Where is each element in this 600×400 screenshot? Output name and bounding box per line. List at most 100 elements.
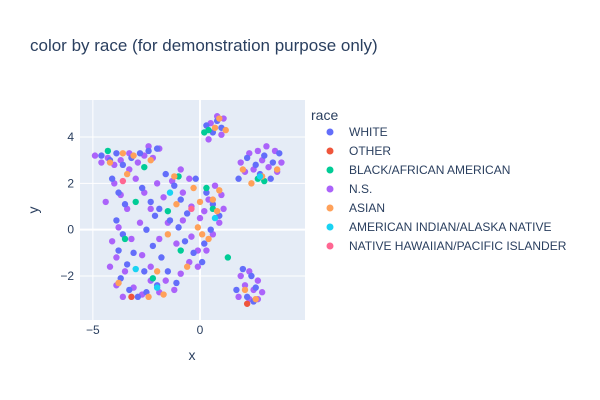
x-axis-label: x bbox=[189, 347, 196, 363]
data-point bbox=[164, 207, 172, 215]
data-point bbox=[108, 238, 116, 245]
legend-label: N.S. bbox=[349, 182, 372, 196]
legend[interactable]: race WHITE OTHER BLACK/AFRICAN AMERICAN N.S… bbox=[311, 107, 567, 253]
data-point bbox=[134, 159, 142, 166]
data-point bbox=[153, 145, 161, 152]
data-point bbox=[201, 207, 208, 215]
data-point bbox=[211, 124, 219, 131]
data-point bbox=[179, 189, 187, 196]
data-point bbox=[179, 217, 187, 224]
data-point bbox=[269, 159, 277, 166]
data-point bbox=[132, 265, 139, 273]
data-point bbox=[91, 152, 99, 159]
data-point bbox=[162, 170, 169, 178]
data-point bbox=[153, 180, 161, 187]
data-point bbox=[258, 289, 266, 296]
data-point bbox=[241, 282, 249, 289]
data-point bbox=[108, 175, 116, 182]
data-point bbox=[201, 240, 208, 247]
data-point bbox=[104, 147, 112, 155]
data-point bbox=[115, 224, 122, 231]
data-point bbox=[132, 175, 139, 182]
data-point bbox=[113, 217, 120, 224]
data-point bbox=[216, 115, 223, 122]
data-point bbox=[160, 194, 167, 201]
data-point bbox=[164, 231, 172, 238]
legend-marker bbox=[326, 204, 334, 212]
data-point bbox=[254, 147, 262, 155]
legend-item[interactable]: OTHER bbox=[326, 144, 392, 158]
data-point bbox=[276, 150, 283, 157]
data-point bbox=[171, 286, 178, 294]
data-point bbox=[141, 163, 148, 171]
data-point bbox=[128, 293, 135, 301]
chart-title: color by race (for demonstration purpose… bbox=[30, 36, 378, 55]
axis-ticks: −5 0 −2 0 2 4 bbox=[60, 130, 203, 337]
data-point bbox=[171, 173, 178, 180]
data-point bbox=[235, 175, 242, 182]
data-point bbox=[132, 198, 139, 206]
data-point bbox=[149, 275, 157, 282]
x-tick-label: −5 bbox=[86, 323, 100, 337]
data-point bbox=[121, 201, 129, 208]
data-point bbox=[162, 277, 169, 284]
legend-marker bbox=[326, 223, 334, 231]
y-axis-label: y bbox=[25, 207, 41, 214]
legend-item[interactable]: ASIAN bbox=[326, 201, 386, 215]
data-point bbox=[136, 219, 144, 226]
data-point bbox=[177, 166, 184, 173]
data-point bbox=[173, 279, 180, 287]
legend-item[interactable]: BLACK/AFRICAN AMERICAN bbox=[326, 163, 511, 177]
legend-items[interactable]: WHITE OTHER BLACK/AFRICAN AMERICAN N.S. ASIA… bbox=[326, 125, 567, 253]
data-point bbox=[205, 136, 212, 143]
data-point bbox=[145, 143, 152, 150]
data-point bbox=[211, 182, 219, 189]
legend-label: WHITE bbox=[349, 125, 388, 139]
data-point bbox=[121, 235, 129, 243]
data-point bbox=[265, 163, 272, 171]
data-point bbox=[218, 131, 225, 138]
data-point bbox=[147, 157, 154, 164]
data-point bbox=[153, 268, 161, 275]
data-point bbox=[203, 247, 210, 254]
legend-item[interactable]: WHITE bbox=[326, 125, 388, 139]
data-point bbox=[198, 258, 206, 266]
y-tick-label: 0 bbox=[67, 223, 74, 237]
legend-item[interactable]: N.S. bbox=[326, 182, 373, 196]
data-point bbox=[205, 126, 212, 134]
data-point bbox=[138, 251, 146, 259]
data-point bbox=[205, 235, 212, 243]
data-point bbox=[149, 242, 157, 250]
data-point bbox=[98, 159, 105, 166]
data-point bbox=[147, 263, 154, 270]
y-tick-label: −2 bbox=[60, 269, 74, 283]
data-point bbox=[263, 143, 270, 150]
data-point bbox=[194, 263, 202, 270]
data-point bbox=[252, 284, 259, 291]
data-point bbox=[177, 247, 184, 254]
data-point bbox=[207, 226, 214, 233]
data-point bbox=[190, 249, 197, 257]
legend-item[interactable]: AMERICAN INDIAN/ALASKA NATIVE bbox=[326, 220, 552, 234]
data-point bbox=[278, 159, 285, 166]
data-point bbox=[213, 207, 221, 215]
legend-label: BLACK/AFRICAN AMERICAN bbox=[349, 163, 510, 177]
data-point bbox=[126, 286, 133, 294]
data-point bbox=[190, 184, 197, 192]
data-point bbox=[237, 272, 244, 280]
data-point bbox=[220, 205, 227, 213]
data-point bbox=[156, 235, 163, 243]
legend-marker bbox=[326, 147, 334, 155]
data-point bbox=[106, 159, 114, 166]
data-point bbox=[252, 295, 259, 303]
legend-label: NATIVE HAWAIIAN/PACIFIC ISLANDER bbox=[349, 239, 567, 253]
data-point bbox=[203, 184, 210, 192]
legend-title: race bbox=[311, 107, 338, 123]
data-point bbox=[145, 147, 152, 155]
data-point bbox=[183, 210, 191, 217]
legend-marker bbox=[326, 185, 334, 193]
legend-marker bbox=[326, 242, 334, 250]
data-point bbox=[203, 189, 210, 196]
legend-item[interactable]: NATIVE HAWAIIAN/PACIFIC ISLANDER bbox=[326, 239, 567, 253]
data-point bbox=[192, 175, 199, 182]
